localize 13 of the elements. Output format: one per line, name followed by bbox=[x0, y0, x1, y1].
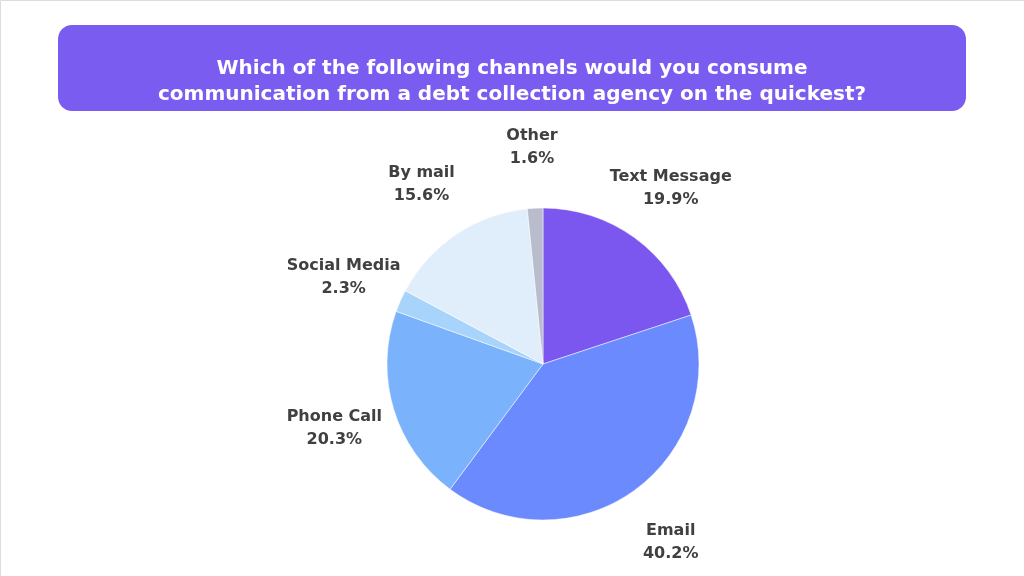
slice-label: Phone Call bbox=[286, 406, 383, 426]
data-label: 19.9% bbox=[642, 189, 699, 209]
slice-label: By mail bbox=[388, 162, 455, 181]
data-label: 1.6% bbox=[509, 148, 555, 168]
data-label: 40.2% bbox=[642, 542, 699, 562]
slice-label: Email bbox=[646, 519, 696, 539]
data-label: 20.3% bbox=[306, 429, 363, 449]
slice-label: Text Message bbox=[609, 166, 732, 186]
data-label: 15.6% bbox=[393, 185, 450, 204]
slice-label: Other bbox=[506, 125, 558, 145]
chart-title: Which of the following channels would you consume communication from a debt collection agency on the quickest? bbox=[157, 55, 867, 105]
data-label: 2.3% bbox=[321, 277, 366, 297]
slice-label: Social Media bbox=[286, 254, 401, 274]
